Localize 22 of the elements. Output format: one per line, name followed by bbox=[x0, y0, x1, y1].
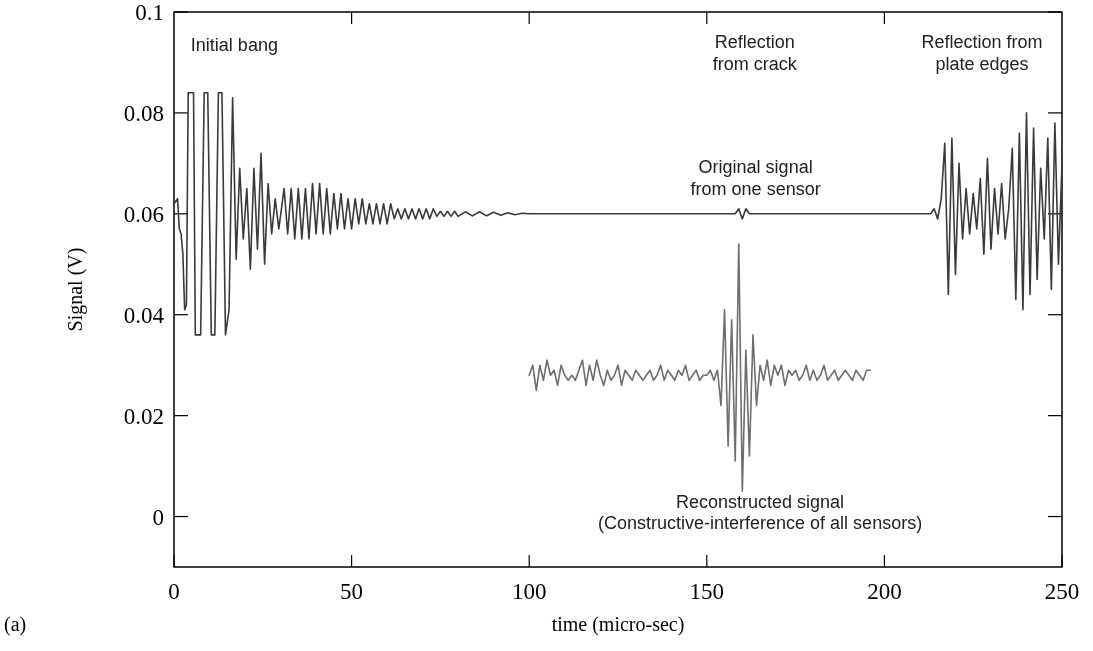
x-axis-title: time (micro-sec) bbox=[551, 613, 685, 636]
x-tick-label: 50 bbox=[340, 579, 364, 604]
y-axis-title: Signal (V) bbox=[64, 247, 87, 332]
y-tick-label: 0 bbox=[152, 504, 164, 530]
x-tick-label: 200 bbox=[867, 579, 902, 604]
x-tick-label: 0 bbox=[168, 579, 180, 604]
x-tick-label: 150 bbox=[689, 579, 725, 604]
annotation: Initial bang bbox=[190, 34, 278, 55]
x-tick-label: 250 bbox=[1044, 579, 1080, 604]
y-tick-label: 0.06 bbox=[123, 201, 164, 227]
y-tick-label: 0.08 bbox=[123, 100, 164, 126]
annotation: Reflection from crack bbox=[712, 32, 798, 74]
annotation: Reflection from plate edges bbox=[921, 32, 1043, 74]
annotation: Original signal from one sensor bbox=[690, 156, 821, 199]
y-tick-label: 0.02 bbox=[123, 403, 164, 429]
x-tick-label: 100 bbox=[511, 579, 547, 604]
line-series bbox=[528, 243, 871, 493]
annotation: Reconstructed signal (Constructive-interference of all sensors) bbox=[598, 491, 923, 534]
y-tick-label: 0.04 bbox=[123, 302, 165, 328]
text: (a) bbox=[4, 613, 27, 636]
y-tick-label: 0.1 bbox=[135, 0, 164, 26]
line-series bbox=[173, 91, 1063, 336]
